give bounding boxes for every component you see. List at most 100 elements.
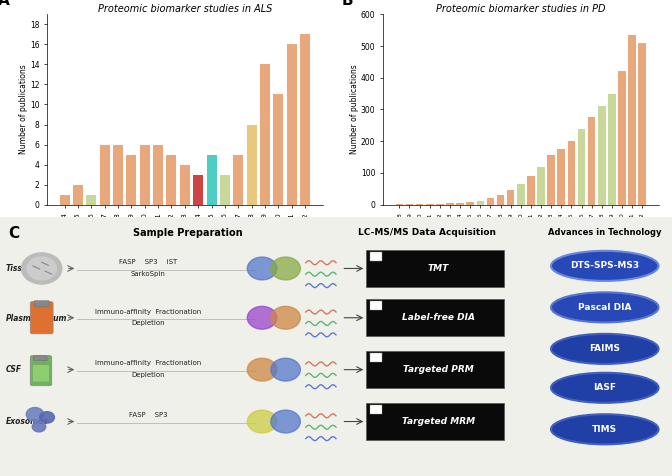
Bar — [140, 145, 150, 205]
Bar — [153, 145, 163, 205]
Text: SarkoSpin: SarkoSpin — [130, 271, 165, 277]
FancyBboxPatch shape — [370, 301, 382, 310]
Bar — [416, 204, 423, 205]
Circle shape — [22, 253, 62, 284]
Text: B: B — [341, 0, 353, 8]
FancyBboxPatch shape — [366, 299, 504, 337]
FancyBboxPatch shape — [366, 403, 504, 440]
Bar — [60, 195, 70, 205]
Text: TMT: TMT — [428, 264, 449, 273]
FancyBboxPatch shape — [30, 302, 53, 334]
Circle shape — [271, 307, 300, 329]
Bar — [233, 155, 243, 205]
FancyBboxPatch shape — [34, 301, 49, 307]
Circle shape — [27, 257, 56, 280]
Bar — [180, 165, 190, 205]
Bar — [247, 125, 257, 205]
Bar — [446, 203, 454, 205]
X-axis label: Year: Year — [512, 234, 530, 243]
Bar — [487, 198, 494, 205]
Bar — [527, 176, 535, 205]
Text: Tissue: Tissue — [5, 264, 33, 273]
Text: Plasma/Serum: Plasma/Serum — [5, 313, 67, 322]
Text: Targeted MRM: Targeted MRM — [402, 417, 475, 426]
Text: CSF: CSF — [5, 365, 22, 374]
Text: Immuno-affinity  Fractionation: Immuno-affinity Fractionation — [95, 360, 201, 367]
Text: LC-MS/MS Data Acquisition: LC-MS/MS Data Acquisition — [358, 228, 496, 237]
Text: Advances in Technology: Advances in Technology — [548, 228, 661, 237]
Bar — [497, 195, 505, 205]
Bar — [220, 175, 230, 205]
Bar — [628, 35, 636, 205]
Circle shape — [247, 307, 277, 329]
FancyBboxPatch shape — [0, 217, 672, 476]
Bar — [548, 156, 555, 205]
Bar — [598, 106, 605, 205]
Bar — [608, 94, 616, 205]
Text: FASP    SP3: FASP SP3 — [128, 412, 167, 418]
Ellipse shape — [551, 292, 659, 322]
Text: A: A — [0, 0, 9, 8]
Text: TIMS: TIMS — [592, 425, 618, 434]
Text: Depletion: Depletion — [131, 372, 165, 378]
Text: Depletion: Depletion — [131, 320, 165, 326]
Bar — [113, 145, 123, 205]
FancyBboxPatch shape — [34, 356, 47, 361]
Bar — [618, 71, 626, 205]
Text: Targeted PRM: Targeted PRM — [403, 365, 474, 374]
Text: Sample Preparation: Sample Preparation — [133, 228, 243, 238]
Bar — [260, 64, 270, 205]
Text: DTS-SPS-MS3: DTS-SPS-MS3 — [571, 261, 639, 270]
Bar — [537, 167, 545, 205]
FancyBboxPatch shape — [366, 351, 504, 388]
Circle shape — [247, 410, 277, 433]
Circle shape — [32, 422, 46, 432]
Bar — [206, 155, 216, 205]
FancyBboxPatch shape — [33, 365, 49, 382]
FancyBboxPatch shape — [370, 353, 382, 362]
Bar — [466, 202, 474, 205]
FancyBboxPatch shape — [370, 252, 382, 261]
Bar — [300, 34, 310, 205]
Bar — [588, 118, 595, 205]
Circle shape — [271, 257, 300, 280]
Title: Proteomic biomarker studies in PD: Proteomic biomarker studies in PD — [436, 3, 605, 13]
Bar — [456, 203, 464, 205]
FancyBboxPatch shape — [370, 405, 382, 414]
Title: Proteomic biomarker studies in ALS: Proteomic biomarker studies in ALS — [97, 3, 272, 13]
Bar — [638, 43, 646, 205]
Bar — [507, 190, 515, 205]
Text: FAIMS: FAIMS — [589, 344, 620, 353]
Text: Label-free DIA: Label-free DIA — [402, 313, 475, 322]
Bar — [426, 204, 433, 205]
Circle shape — [26, 407, 44, 421]
Y-axis label: Number of publications: Number of publications — [350, 65, 360, 154]
Bar — [568, 141, 575, 205]
Bar — [167, 155, 177, 205]
Bar — [193, 175, 203, 205]
Bar — [287, 44, 296, 205]
Circle shape — [40, 412, 54, 423]
Circle shape — [271, 358, 300, 381]
Bar — [86, 195, 96, 205]
Text: FASP    SP3    iST: FASP SP3 iST — [119, 259, 177, 265]
X-axis label: Year: Year — [176, 236, 194, 245]
Text: Immuno-affinity  Fractionation: Immuno-affinity Fractionation — [95, 308, 201, 315]
Bar — [476, 201, 484, 205]
Bar — [73, 185, 83, 205]
Bar — [274, 94, 284, 205]
Bar — [99, 145, 110, 205]
Bar — [558, 149, 565, 205]
Text: Exosomes: Exosomes — [5, 417, 48, 426]
Ellipse shape — [551, 414, 659, 445]
Ellipse shape — [551, 373, 659, 403]
Bar — [517, 184, 525, 205]
Bar — [436, 204, 444, 205]
FancyBboxPatch shape — [30, 356, 52, 386]
Text: C: C — [8, 226, 19, 241]
Ellipse shape — [551, 334, 659, 364]
Text: IASF: IASF — [593, 383, 616, 392]
Bar — [578, 129, 585, 205]
Circle shape — [247, 358, 277, 381]
Bar — [126, 155, 136, 205]
